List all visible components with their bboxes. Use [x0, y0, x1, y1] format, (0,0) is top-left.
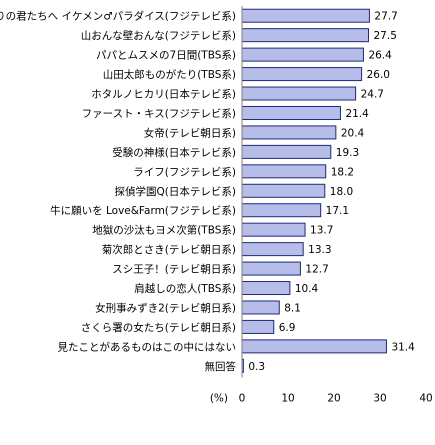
bar — [241, 125, 337, 140]
x-tick-label: 10 — [281, 393, 294, 405]
x-tick-label: 20 — [327, 393, 340, 405]
category-label: 見たことがあるものはこの中にはない — [58, 340, 237, 353]
bar — [241, 281, 291, 296]
value-label: 24.7 — [361, 89, 384, 101]
x-tick-labels: 0 10 20 30 40 — [239, 393, 433, 405]
bar — [241, 203, 322, 218]
category-label: 山おんな壁おんな(フジテレビ系) — [81, 29, 236, 42]
bar — [241, 164, 327, 179]
category-label: 受験の神様(日本テレビ系) — [112, 146, 236, 159]
category-label: 花ざかりの君たちへ イケメン♂パラダイス(フジテレビ系) — [0, 10, 236, 23]
category-label: 探偵学園Q(日本テレビ系) — [115, 185, 236, 198]
x-tick-label: 0 — [239, 393, 246, 405]
bar — [241, 67, 363, 82]
value-label: 18.0 — [330, 186, 353, 198]
value-label: 21.4 — [345, 108, 369, 120]
value-label: 20.4 — [341, 127, 365, 139]
bars — [241, 8, 387, 373]
category-label: 牛に願いを Love&Farm(フジテレビ系) — [50, 204, 236, 217]
x-unit-label: (%) — [210, 393, 228, 405]
value-label: 26.0 — [367, 69, 390, 81]
value-label: 31.4 — [391, 341, 415, 353]
bar — [241, 300, 280, 315]
bar — [241, 28, 369, 43]
category-label: ファースト・キス(フジテレビ系) — [82, 108, 236, 120]
value-labels: 27.7 27.5 26.4 26.0 24.7 21.4 20.4 19.3 18.2 18.0… — [248, 11, 415, 373]
value-label: 26.4 — [368, 50, 392, 62]
bar — [241, 242, 304, 257]
category-label: 地獄の沙汰もヨメ次第(TBS系) — [92, 224, 236, 237]
value-label: 19.3 — [336, 147, 359, 159]
bar — [241, 105, 341, 120]
bar — [241, 339, 387, 354]
bar — [241, 86, 357, 101]
category-label: 無回答 — [205, 360, 237, 373]
category-label: ライフ(フジテレビ系) — [133, 166, 236, 178]
value-label: 12.7 — [305, 264, 328, 276]
value-label: 17.1 — [326, 205, 349, 217]
x-tick-label: 30 — [373, 393, 386, 405]
bar — [241, 222, 306, 237]
category-label: スシ王子！(テレビ朝日系) — [112, 264, 236, 276]
x-tick-label: 40 — [419, 393, 432, 405]
bar — [241, 8, 370, 23]
value-label: 0.3 — [248, 361, 265, 373]
bar — [241, 261, 301, 276]
value-label: 27.5 — [374, 30, 397, 42]
category-label: パパとムスメの7日間(TBS系) — [96, 50, 236, 62]
category-label: 肩越しの恋人(TBS系) — [134, 282, 236, 295]
category-labels: 花ざかりの君たちへ イケメン♂パラダイス(フジテレビ系) 山おんな壁おんな(フジテ… — [0, 10, 236, 373]
bar — [241, 183, 326, 198]
value-label: 18.2 — [331, 166, 354, 178]
value-label: 27.7 — [374, 11, 397, 23]
value-label: 8.1 — [284, 302, 301, 314]
category-label: さくら署の女たち(テレビ朝日系) — [81, 321, 236, 334]
bar — [241, 319, 275, 334]
category-label: 女刑事みずき2(テレビ朝日系) — [95, 301, 236, 314]
category-label: 女帝(テレビ朝日系) — [144, 126, 236, 139]
category-label: 菊次郎とさき(テレビ朝日系) — [102, 243, 236, 256]
category-label: ホタルノヒカリ(日本テレビ系) — [91, 88, 236, 101]
value-label: 10.4 — [295, 283, 319, 295]
bar — [241, 144, 332, 159]
value-label: 6.9 — [279, 322, 296, 334]
value-label: 13.7 — [310, 225, 333, 237]
bar — [241, 47, 364, 62]
category-label: 山田太郎ものがたり(TBS系) — [103, 68, 236, 81]
value-label: 13.3 — [308, 244, 331, 256]
